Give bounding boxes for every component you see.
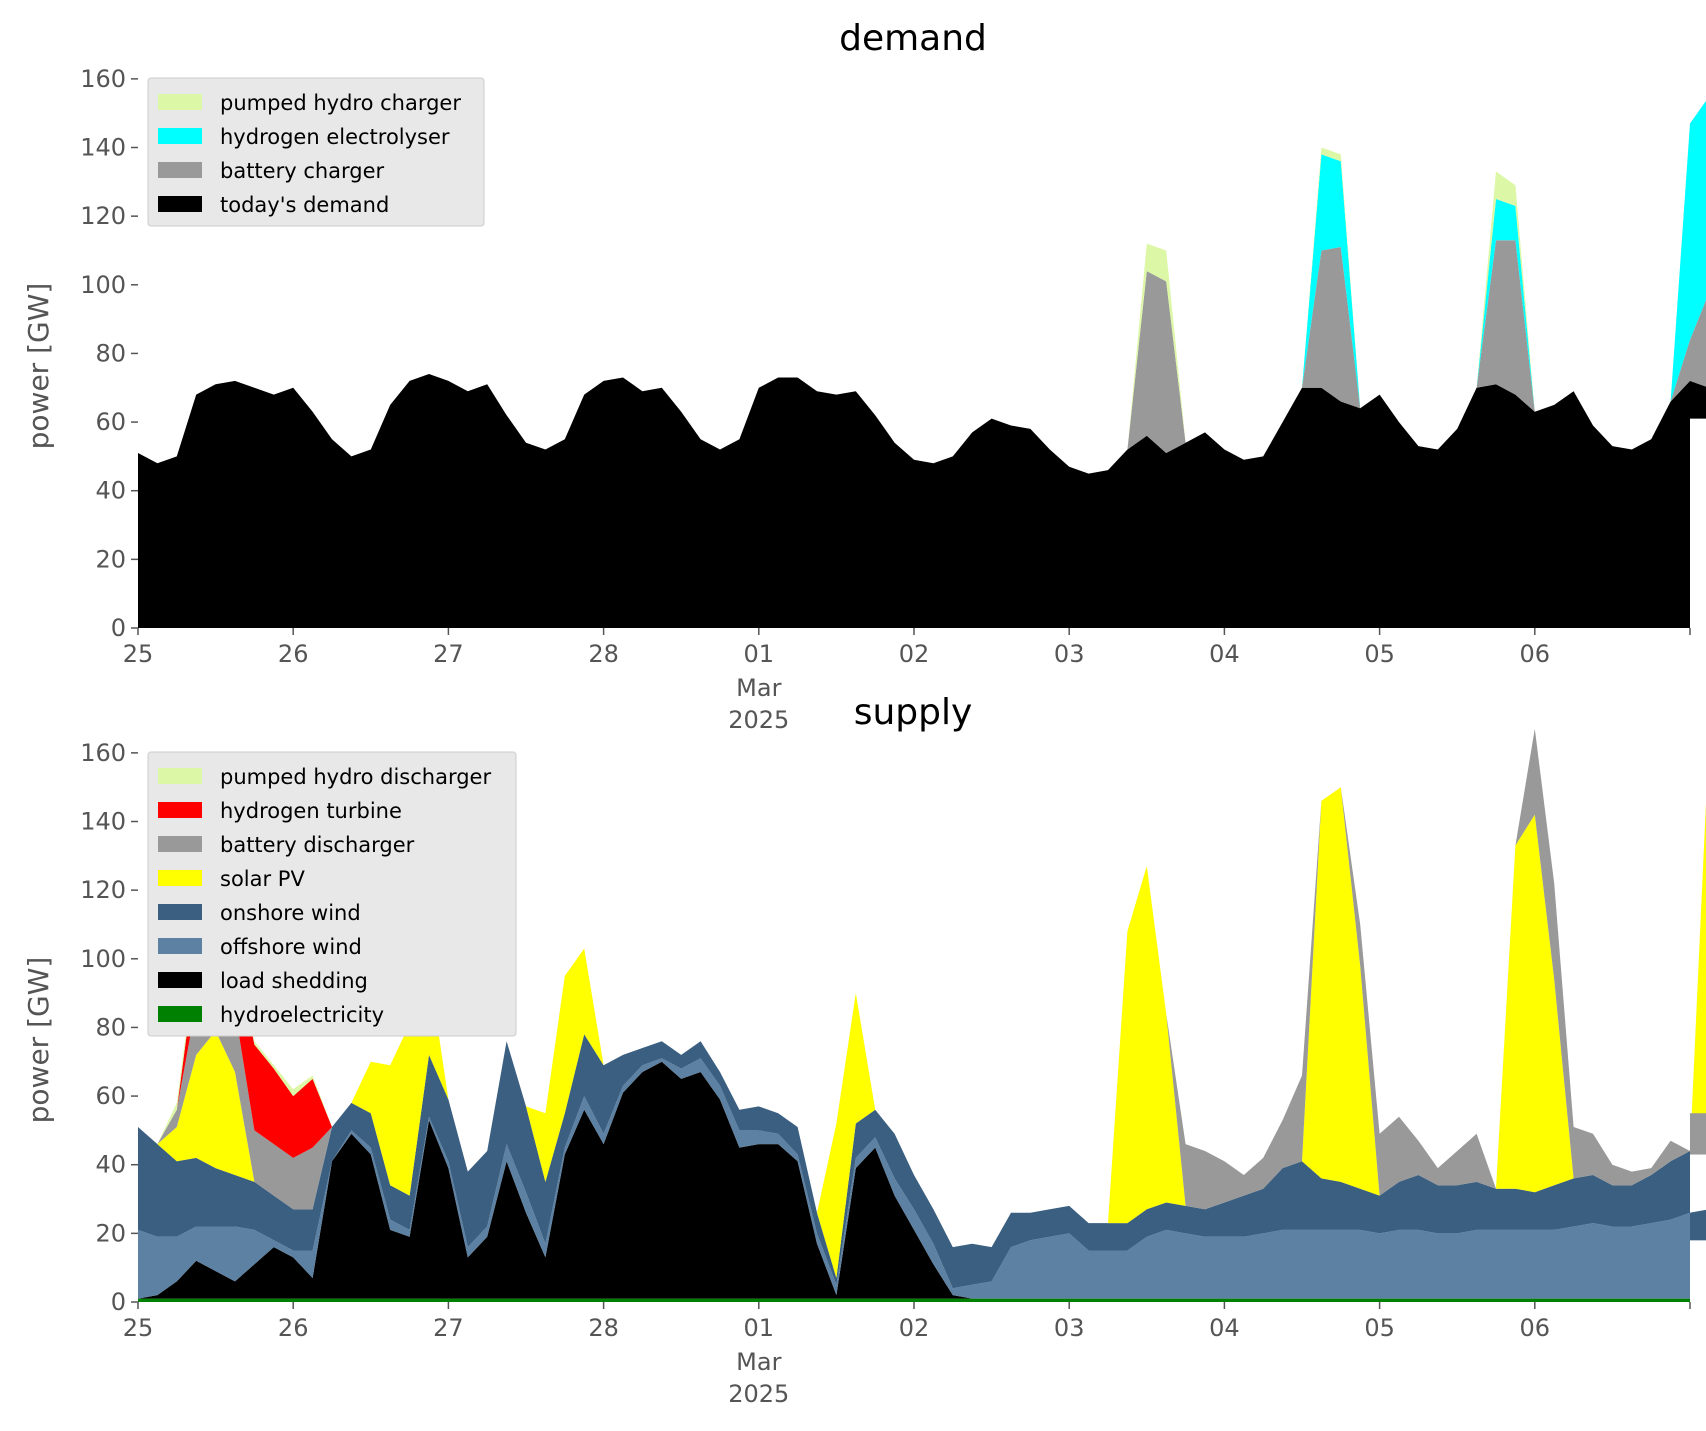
demand-legend-box [147,77,485,227]
demand-legend: pumped hydro charger hydrogen electrolyse… [147,77,485,227]
supply-legend-label-hydroelectricity: hydroelectricity [220,1003,384,1027]
supply-xtick-label: 04 [1209,1314,1240,1342]
demand-legend-label-pumped-hydro-charger: pumped hydro charger [220,91,461,115]
supply-xtick-label: 01 [744,1314,775,1342]
supply-legend-label-onshore-wind: onshore wind [220,901,361,925]
demand-ytick-label: 140 [80,134,126,162]
demand-xtick-label: 25 [123,640,154,668]
demand-legend-swatch-pumped-hydro-charger [158,94,202,110]
demand-ytick-label: 60 [95,408,126,436]
demand-xtick-label: 06 [1520,640,1551,668]
demand-title: demand [839,18,987,59]
supply-legend-swatch-battery-discharger [158,836,202,852]
supply-legend-swatch-hydroelectricity [158,1006,202,1022]
supply-legend-swatch-hydrogen-turbine [158,802,202,818]
demand-legend-label-today-s-demand: today's demand [220,193,389,217]
supply-plot-area [138,728,1706,1302]
demand-legend-label-battery-charger: battery charger [220,159,385,183]
supply-ylabel: power [GW] [22,957,55,1124]
supply-xtick-sublabel: Mar [736,1348,781,1376]
demand-plot-area [138,100,1706,628]
supply-legend-label-hydrogen-turbine: hydrogen turbine [220,799,402,823]
demand-legend-swatch-hydrogen-electrolyser [158,128,202,144]
supply-panel: supply power [GW] 020406080100120140160 … [22,692,1706,1408]
supply-ytick-label: 140 [80,808,126,836]
demand-ytick-label: 120 [80,202,126,230]
demand-y-axis: 0 20 40 60 80 100 120 140 160 [80,65,138,642]
demand-xtick-sublabel: Mar [736,674,781,702]
demand-xtick-label: 27 [433,640,464,668]
supply-legend-swatch-offshore-wind [158,938,202,954]
supply-ytick-label: 60 [95,1082,126,1110]
supply-ytick-label: 0 [111,1288,126,1316]
supply-xtick-label: 05 [1364,1314,1395,1342]
demand-ytick-label: 20 [95,545,126,573]
demand-ylabel: power [GW] [22,283,55,450]
supply-legend-label-offshore-wind: offshore wind [220,935,362,959]
demand-x-axis: 25 26 27 28 01 Mar 2025 02 03 04 05 06 [123,628,1691,734]
supply-xtick-label: 03 [1054,1314,1085,1342]
supply-legend-swatch-onshore-wind [158,904,202,920]
supply-xtick-label: 02 [899,1314,930,1342]
supply-area-hydroelectricity [138,1298,1706,1302]
supply-title: supply [854,692,973,733]
supply-xtick-label: 06 [1520,1314,1551,1342]
demand-xtick-label: 03 [1054,640,1085,668]
supply-xtick-label: 28 [588,1314,619,1342]
supply-legend-label-battery-discharger: battery discharger [220,833,415,857]
demand-area-today-s-demand [138,374,1706,628]
supply-x-axis: 25 26 27 28 01 Mar 2025 02 03 04 05 06 [123,1302,1691,1408]
supply-area-battery-discharger [138,728,1706,1248]
supply-legend-label-pumped-hydro-discharger: pumped hydro discharger [220,765,491,789]
supply-ytick-label: 100 [80,945,126,973]
demand-legend-swatch-battery-charger [158,162,202,178]
demand-xtick-label: 01 [744,640,775,668]
demand-legend-label-hydrogen-electrolyser: hydrogen electrolyser [220,125,450,149]
demand-ytick-label: 40 [95,477,126,505]
demand-ytick-label: 100 [80,271,126,299]
supply-xtick-sublabel: 2025 [728,1380,789,1408]
supply-legend-swatch-pumped-hydro-discharger [158,768,202,784]
demand-xtick-label: 26 [278,640,309,668]
supply-xtick-label: 26 [278,1314,309,1342]
demand-xtick-label: 28 [588,640,619,668]
demand-legend-swatch-today-s-demand [158,196,202,212]
supply-ytick-label: 40 [95,1151,126,1179]
supply-ytick-label: 120 [80,876,126,904]
supply-y-axis: 0 20 40 60 80 100 120 140 160 [80,739,138,1316]
demand-xtick-label: 04 [1209,640,1240,668]
supply-legend-swatch-load-shedding [158,972,202,988]
supply-legend-label-solar-pv: solar PV [220,867,305,891]
supply-area-offshore-wind [138,1058,1706,1299]
demand-xtick-label: 02 [899,640,930,668]
supply-xtick-label: 25 [123,1314,154,1342]
demand-xtick-label: 05 [1364,640,1395,668]
demand-ytick-label: 80 [95,339,126,367]
supply-xtick-label: 27 [433,1314,464,1342]
supply-area-onshore-wind [138,1034,1706,1289]
supply-legend-label-load-shedding: load shedding [220,969,368,993]
supply-legend-swatch-solar-pv [158,870,202,886]
demand-ytick-label: 160 [80,65,126,93]
supply-ytick-label: 160 [80,739,126,767]
supply-legend-box [147,751,517,1037]
demand-xtick-sublabel: 2025 [728,706,789,734]
demand-ytick-label: 0 [111,614,126,642]
supply-ytick-label: 80 [95,1013,126,1041]
demand-panel: demand power [GW] 020406080100120140160 … [22,18,1706,734]
supply-area-solar-pv [138,787,1706,1278]
supply-ytick-label: 20 [95,1219,126,1247]
supply-area-load-shedding [138,1061,1706,1299]
supply-legend: pumped hydro discharger hydrogen turbine b… [147,751,517,1037]
